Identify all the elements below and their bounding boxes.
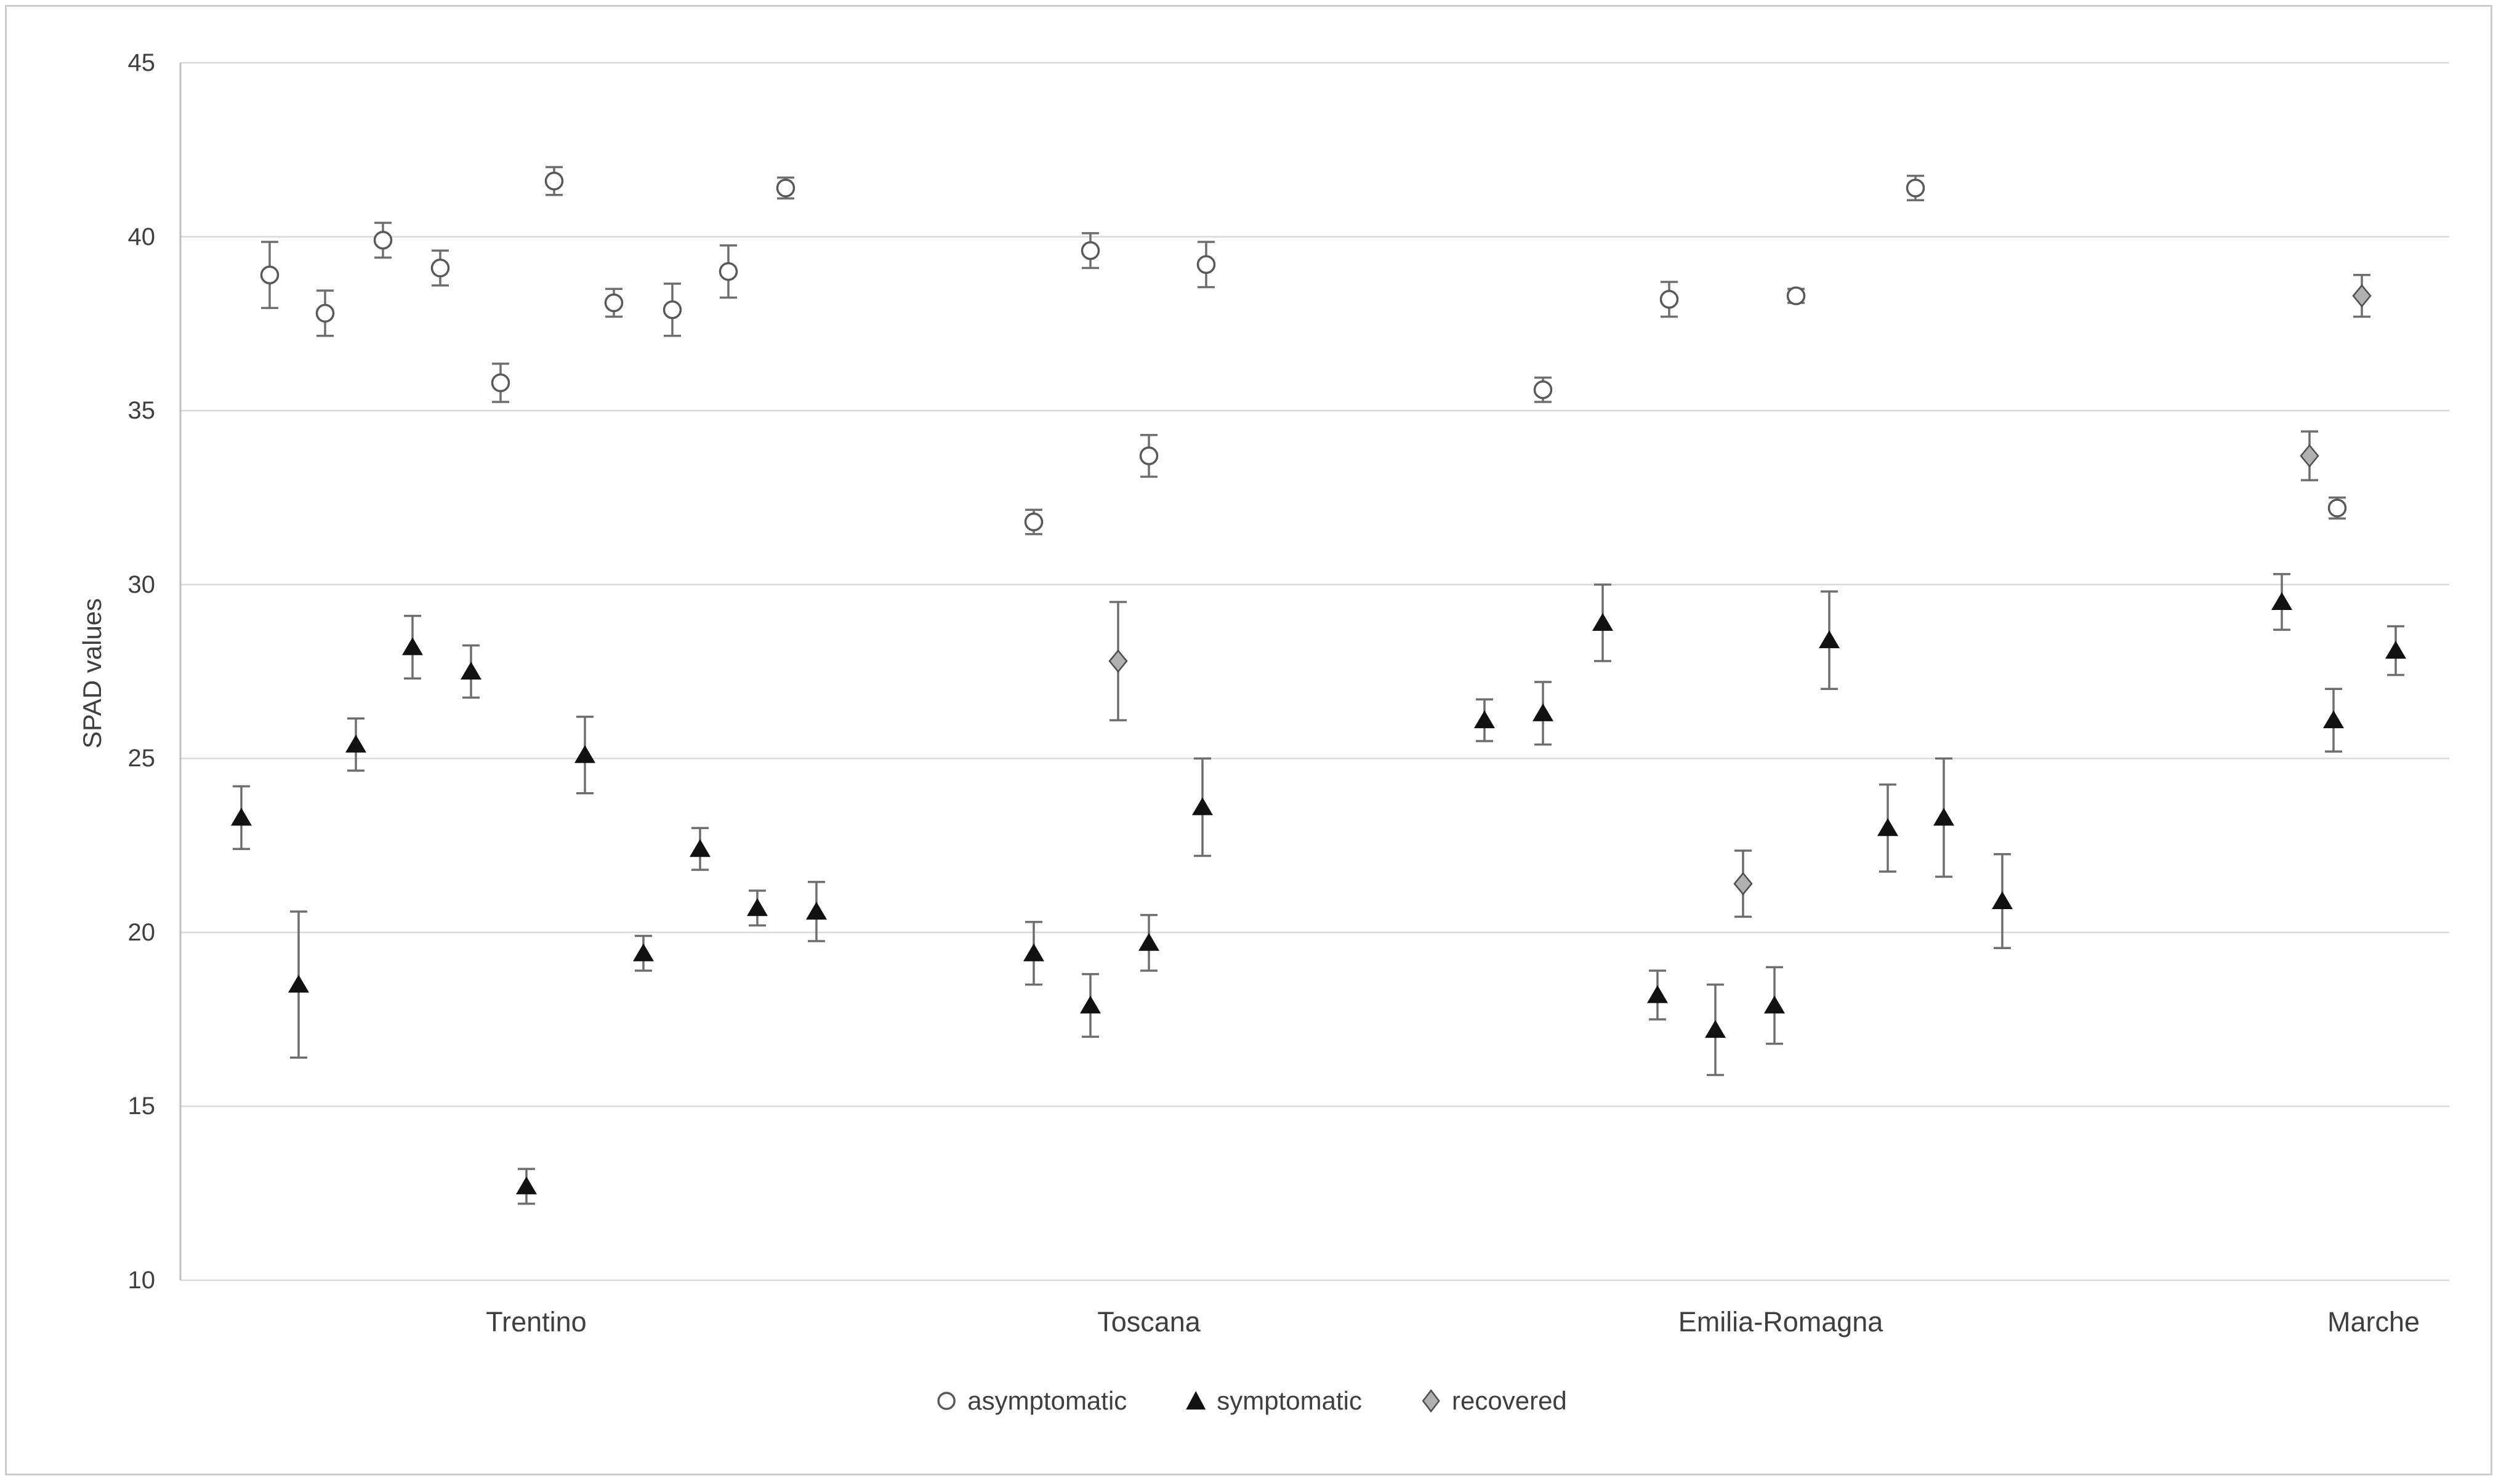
symptomatic-point [288,974,309,993]
symptomatic-point [1532,703,1553,721]
x-axis-label-emilia-romagna: Emilia-Romagna [1678,1306,1883,1338]
symptomatic-point [1705,1020,1726,1038]
recovered-point [2352,284,2372,308]
recovered-point [2300,444,2319,468]
legend-label: asymptomatic [967,1386,1127,1415]
symptomatic-point [1080,995,1101,1014]
legend-label: symptomatic [1217,1386,1363,1415]
asymptomatic-point [1024,512,1044,532]
y-tick-label: 25 [127,745,156,772]
asymptomatic-point [2327,499,2347,518]
asymptomatic-point [1196,255,1216,275]
symptomatic-point [231,808,252,826]
asymptomatic-point [1081,241,1100,260]
asymptomatic-point [260,265,280,284]
y-tick-label: 15 [127,1093,156,1120]
symptomatic-point [1647,985,1668,1003]
symptomatic-point [461,661,481,680]
symptomatic-point [747,898,768,916]
asymptomatic-point [776,178,795,198]
filled-triangle-icon [1186,1391,1206,1410]
symptomatic-point [1192,797,1213,816]
symptomatic-point [690,839,711,857]
legend: asymptomatic symptomatic recovered [934,1386,1567,1416]
recovered-point [1108,649,1128,673]
asymptomatic-point [1786,286,1806,305]
asymptomatic-point [373,230,393,250]
filled-diamond-icon [1422,1389,1440,1413]
symptomatic-point [2385,641,2406,659]
symptomatic-point [345,734,366,753]
asymptomatic-point [544,171,564,191]
symptomatic-point [1023,943,1044,961]
asymptomatic-point [315,303,335,323]
symptomatic-point [402,637,423,656]
symptomatic-point [633,943,654,961]
asymptomatic-point [663,300,682,319]
symptomatic-point [1764,995,1785,1014]
y-tick-label: 30 [127,571,156,598]
x-axis-label-marche: Marche [2327,1306,2420,1338]
symptomatic-point [1138,933,1159,951]
asymptomatic-point [491,373,510,393]
symptomatic-point [1592,612,1613,631]
x-axis-label-trentino: Trentino [486,1306,587,1338]
legend-item-asymptomatic: asymptomatic [934,1386,1127,1416]
asymptomatic-point [1906,178,1925,198]
y-tick-label: 40 [127,223,156,251]
symptomatic-point [1992,891,2013,909]
symptomatic-point [1877,818,1898,836]
symptomatic-point [516,1176,537,1195]
symptomatic-point [1474,710,1495,729]
symptomatic-point [2271,592,2292,610]
y-tick-label: 20 [127,918,156,946]
legend-item-symptomatic: symptomatic [1183,1386,1362,1416]
symptomatic-point [1819,630,1840,649]
symptomatic-point [2323,710,2344,729]
asymptomatic-point [1533,380,1553,399]
recovered-point [1733,872,1753,896]
symptomatic-point [574,745,595,763]
y-tick-label: 45 [127,49,156,76]
y-tick-label: 10 [127,1266,156,1294]
x-axis-label-toscana: Toscana [1097,1306,1201,1338]
asymptomatic-point [719,262,738,281]
symptomatic-point [1933,808,1954,826]
y-tick-label: 35 [127,397,156,425]
legend-item-recovered: recovered [1419,1386,1567,1416]
open-circle-icon [937,1392,956,1410]
asymptomatic-point [1659,290,1679,309]
symptomatic-point [806,901,827,920]
asymptomatic-point [1139,446,1159,465]
asymptomatic-point [604,293,624,313]
legend-label: recovered [1452,1386,1567,1415]
asymptomatic-point [430,259,450,278]
